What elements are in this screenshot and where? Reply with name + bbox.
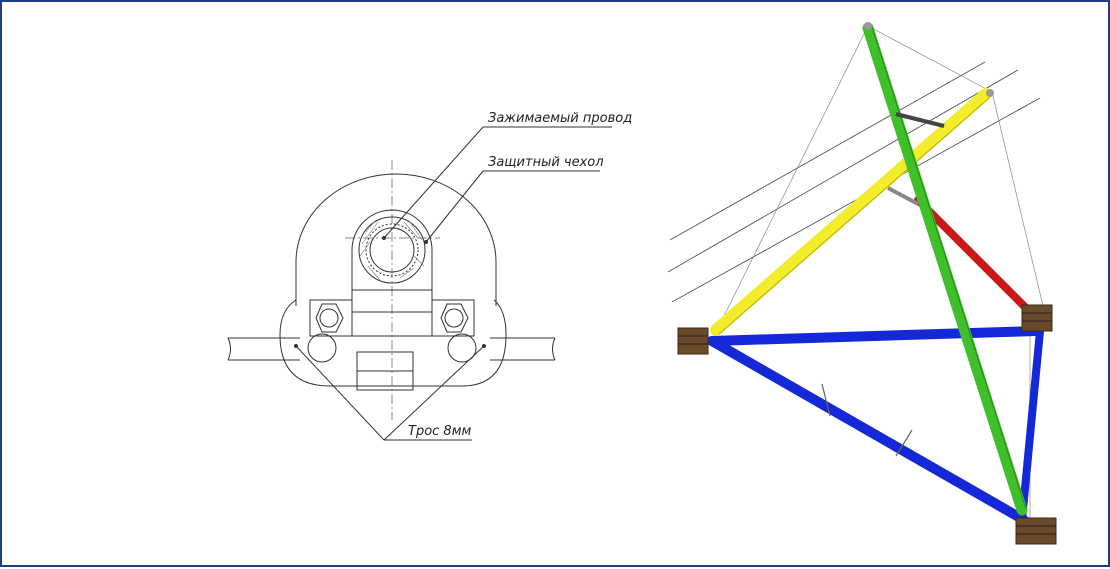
clamp-outer-body bbox=[295, 173, 497, 306]
left-block bbox=[309, 299, 353, 337]
clamp-saddle bbox=[351, 209, 433, 313]
right-cable-circle bbox=[447, 333, 477, 363]
right-nut-hole bbox=[444, 308, 464, 328]
mast-top-cap bbox=[864, 22, 872, 30]
rail-right-break bbox=[552, 337, 556, 361]
mast-clamp-bar bbox=[895, 112, 945, 128]
label-protective-cover: Защитный чехол bbox=[488, 155, 604, 170]
clamp-lower-body bbox=[279, 299, 507, 387]
red-brace bbox=[914, 196, 1040, 322]
leader-cable-left bbox=[295, 345, 385, 441]
rail-left-break bbox=[227, 337, 231, 361]
cage-left bbox=[677, 327, 709, 355]
clamp-section-drawing bbox=[227, 126, 612, 441]
green-mast-edge bbox=[871, 26, 1027, 510]
leader-cable-right bbox=[383, 345, 485, 441]
right-block bbox=[431, 299, 475, 337]
left-hex-nut bbox=[315, 303, 344, 333]
mast-clamp-bar-2 bbox=[887, 186, 919, 206]
left-nut-hole bbox=[319, 308, 339, 328]
cage-right bbox=[1021, 304, 1053, 332]
right-hex-nut bbox=[440, 303, 469, 333]
tower-assembly bbox=[667, 22, 1057, 545]
protective-cover-outer bbox=[358, 216, 426, 284]
label-clamped-wire: Зажимаемый провод bbox=[488, 111, 632, 126]
cover-hatching bbox=[359, 221, 425, 281]
leader-clamped-wire bbox=[383, 126, 484, 239]
label-cable: Трос 8мм bbox=[408, 424, 472, 439]
blue-beam-diagonal bbox=[707, 336, 1029, 525]
wire-circle bbox=[369, 227, 415, 273]
blue-beam-top bbox=[707, 326, 1041, 346]
blue-frame bbox=[707, 326, 1044, 525]
blue-beam-right bbox=[1018, 327, 1044, 524]
yellow-boom bbox=[710, 88, 992, 336]
left-cable-circle bbox=[307, 333, 337, 363]
protective-cover-inner bbox=[365, 223, 419, 277]
diagonal-struts bbox=[821, 383, 913, 457]
cage-bottom bbox=[1015, 517, 1057, 545]
boom-top-cap bbox=[986, 89, 994, 97]
yellow-boom-edge bbox=[718, 97, 990, 335]
leader-protective-cover bbox=[425, 170, 484, 243]
green-mast bbox=[862, 22, 1028, 516]
